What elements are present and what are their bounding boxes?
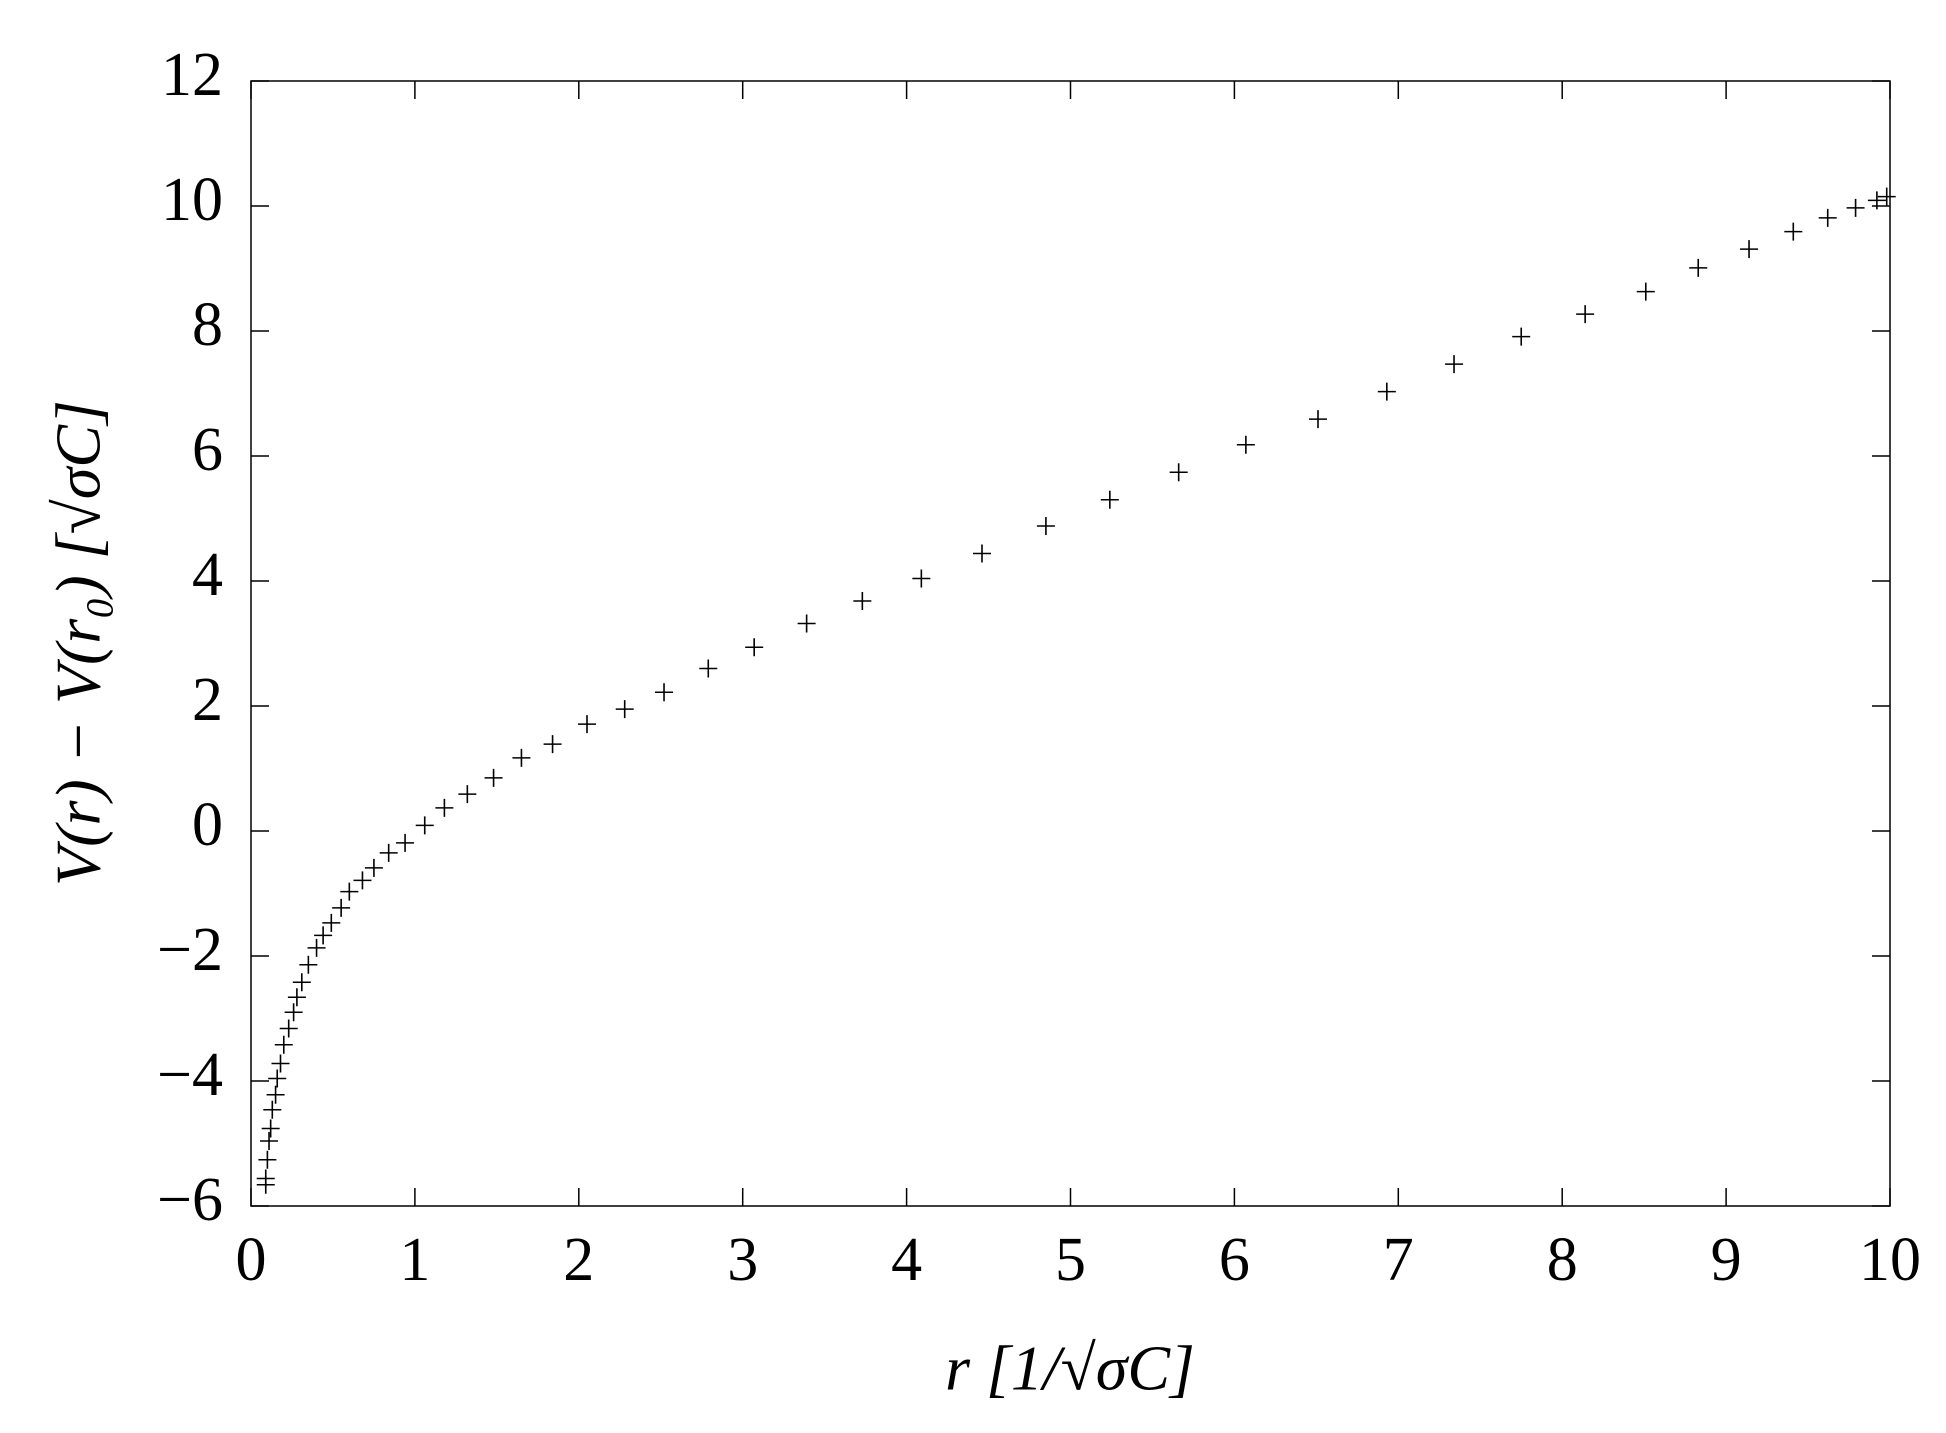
marker: [340, 882, 359, 901]
y-tick-label: 12: [161, 41, 223, 109]
x-tick-label: 2: [563, 1226, 594, 1294]
y-tick-label: 0: [192, 791, 223, 859]
marker: [364, 858, 383, 877]
y-axis-label: V(r) − V(r₀) [√σC]: [43, 400, 114, 886]
marker: [1784, 222, 1803, 241]
marker: [1169, 463, 1188, 482]
marker: [266, 1085, 285, 1104]
x-tick-label: 3: [727, 1226, 758, 1294]
marker: [1867, 191, 1886, 210]
marker: [1100, 490, 1119, 509]
marker: [271, 1054, 290, 1073]
marker: [314, 926, 333, 945]
marker: [745, 638, 764, 657]
marker: [279, 1019, 298, 1038]
x-tick-label: 5: [1055, 1226, 1086, 1294]
marker: [435, 798, 454, 817]
marker: [543, 735, 562, 754]
marker: [322, 913, 341, 932]
marker: [458, 785, 477, 804]
marker: [287, 988, 306, 1007]
marker: [332, 898, 351, 917]
marker: [415, 816, 434, 835]
marker: [1308, 410, 1327, 429]
marker: [1846, 198, 1865, 217]
y-tick-label: −6: [157, 1166, 223, 1234]
marker: [484, 768, 503, 787]
x-axis-label: r [1/√σC]: [945, 1333, 1195, 1404]
marker: [1512, 327, 1531, 346]
marker: [1236, 435, 1255, 454]
marker: [1689, 258, 1708, 277]
marker: [912, 569, 931, 588]
marker: [1377, 382, 1396, 401]
y-tick-label: 8: [192, 291, 223, 359]
y-tick-label: −4: [157, 1041, 223, 1109]
marker: [284, 1003, 303, 1022]
marker: [261, 1119, 280, 1138]
marker: [1818, 208, 1837, 227]
marker: [512, 748, 531, 767]
plot-frame: [250, 80, 1891, 1207]
marker: [396, 833, 415, 852]
marker: [797, 614, 816, 633]
marker: [307, 938, 326, 957]
x-tick-label: 4: [891, 1226, 922, 1294]
marker: [379, 843, 398, 862]
marker: [260, 1132, 279, 1150]
x-tick-label: 7: [1383, 1226, 1414, 1294]
marker: [256, 1169, 275, 1188]
y-tick-label: 4: [192, 541, 223, 609]
marker: [972, 544, 991, 563]
marker: [615, 700, 634, 719]
marker: [699, 659, 718, 678]
x-tick-label: 8: [1547, 1226, 1578, 1294]
marker: [353, 871, 372, 890]
x-tick-label: 1: [399, 1226, 430, 1294]
y-tick-label: 10: [161, 166, 223, 234]
marker: [853, 592, 872, 610]
marker: [577, 715, 596, 734]
x-tick-label: 10: [1859, 1226, 1921, 1294]
marker: [1445, 355, 1464, 374]
marker: [1636, 282, 1655, 301]
marker: [292, 973, 311, 992]
marker: [299, 955, 318, 974]
marker: [1877, 187, 1896, 206]
marker: [1036, 517, 1055, 535]
marker: [263, 1100, 282, 1119]
x-tick-label: 0: [236, 1226, 267, 1294]
marker: [258, 1150, 277, 1169]
y-tick-label: −2: [157, 916, 223, 984]
marker: [1576, 305, 1595, 324]
x-tick-label: 9: [1711, 1226, 1742, 1294]
y-tick-label: 2: [192, 666, 223, 734]
x-tick-label: 6: [1219, 1226, 1250, 1294]
marker: [268, 1069, 287, 1088]
marker: [274, 1035, 293, 1054]
marker: [655, 683, 674, 702]
marker: [1740, 240, 1759, 259]
y-tick-label: 6: [192, 416, 223, 484]
